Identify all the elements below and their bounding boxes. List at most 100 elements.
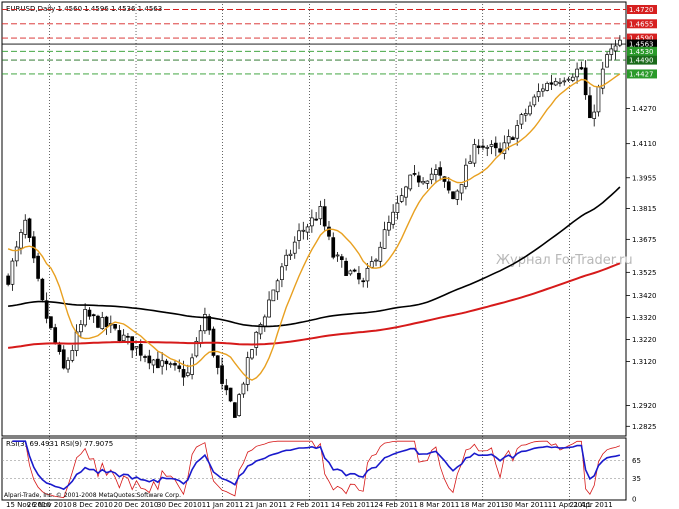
- price-axis-label: 1.2825: [632, 423, 657, 431]
- candle-body: [579, 67, 584, 70]
- candle-body: [44, 300, 49, 319]
- candle-body: [566, 78, 571, 81]
- candle-body: [434, 169, 438, 175]
- candle-body: [254, 331, 259, 348]
- candle-body: [421, 181, 425, 184]
- time-axis-label: 2 Feb 2011: [290, 501, 329, 509]
- candle-body: [258, 324, 263, 335]
- candle-body: [382, 229, 387, 249]
- price-level-tag: [627, 19, 657, 29]
- moving-average-fast: [7, 73, 621, 381]
- candle-body: [36, 255, 40, 279]
- candle-body: [27, 218, 32, 238]
- candle-body: [605, 54, 609, 68]
- candle-body: [207, 316, 212, 331]
- price-axis-label: 1.3320: [632, 314, 657, 322]
- time-axis-label: 21 Jan 2011: [245, 501, 287, 509]
- candle-body: [412, 173, 417, 175]
- candle-body: [91, 314, 96, 317]
- price-axis-label: 1.3120: [632, 358, 657, 366]
- candle-body: [241, 383, 246, 395]
- candle-body: [215, 355, 220, 368]
- candle-body: [194, 340, 199, 357]
- time-axis-label: 21 Apr 2011: [569, 501, 612, 509]
- copyright: Alpari-Trade, Inc. © 2001-2008 MetaQuote…: [4, 492, 181, 499]
- price-level-tag: [627, 39, 657, 49]
- price-level-label: 1.4563: [629, 41, 654, 49]
- candle-body: [387, 222, 391, 231]
- candle-body: [549, 82, 554, 85]
- candle-body: [464, 164, 468, 187]
- candle-body: [408, 174, 413, 190]
- candle-body: [181, 369, 186, 378]
- candle-body: [609, 48, 614, 55]
- candle-body: [160, 360, 164, 367]
- candle-body: [292, 241, 297, 254]
- rsi-level-label: 0: [632, 496, 636, 504]
- candle-body: [233, 402, 237, 418]
- candle-body: [53, 327, 58, 344]
- time-axis-label: 30 Dec 2010: [157, 501, 202, 509]
- candle-body: [438, 167, 443, 176]
- price-axis-label: 1.4270: [632, 105, 657, 113]
- candle-body: [429, 173, 434, 181]
- candle-body: [553, 80, 558, 86]
- candle-body: [545, 82, 549, 91]
- candle-body: [147, 355, 152, 364]
- candle-body: [498, 148, 502, 153]
- price-level-tag: [627, 55, 657, 65]
- candle-body: [596, 86, 601, 113]
- rsi-frame: [1, 437, 627, 501]
- rsi-level-label: 35: [632, 475, 641, 483]
- candle-body: [502, 142, 507, 154]
- candle-body: [305, 226, 310, 233]
- candle-body: [322, 206, 327, 227]
- price-level-label: 1.4655: [629, 20, 654, 28]
- candle-body: [96, 315, 100, 328]
- candle-body: [592, 111, 597, 119]
- candle-body: [344, 260, 348, 276]
- candle-body: [6, 275, 10, 285]
- price-level-tag: [627, 33, 657, 43]
- candle-body: [61, 349, 66, 369]
- candle-body: [399, 195, 404, 202]
- price-axis-label: 1.3420: [632, 292, 657, 300]
- candle-body: [173, 363, 177, 366]
- time-axis-label: 18 Mar 2011: [461, 501, 505, 509]
- candle-body: [570, 76, 575, 81]
- price-level-tag: [627, 46, 657, 56]
- candle-body: [40, 278, 45, 301]
- candle-body: [335, 254, 340, 257]
- candle-body: [451, 191, 455, 200]
- candle-body: [528, 105, 532, 115]
- candle-body: [224, 385, 229, 391]
- candle-body: [280, 266, 284, 281]
- time-axis-label: 8 Dec 2010: [73, 501, 113, 509]
- time-axis-label: 20 Dec 2010: [114, 501, 159, 509]
- candlesticks: [6, 35, 622, 418]
- candle-body: [138, 344, 143, 356]
- candle-body: [220, 365, 224, 384]
- candle-body: [301, 229, 306, 232]
- rsi-header: RSI(3) 69.4931 RSI(9) 77.9075: [6, 440, 113, 448]
- price-level-label: 1.4427: [629, 70, 654, 78]
- price-level-label: 1.4590: [629, 35, 654, 43]
- candle-body: [352, 269, 357, 272]
- price-axis-label: 1.3220: [632, 336, 657, 344]
- candle-body: [472, 144, 477, 164]
- candle-body: [250, 349, 254, 359]
- moving-average-slow: [8, 186, 621, 328]
- candle-body: [357, 272, 361, 280]
- rsi-level-label: 65: [632, 457, 641, 465]
- candle-body: [600, 68, 605, 89]
- candle-body: [130, 336, 135, 351]
- candle-body: [237, 394, 241, 416]
- candle-body: [310, 217, 314, 227]
- candle-body: [318, 206, 323, 220]
- candle-body: [168, 363, 173, 366]
- candle-body: [70, 350, 75, 361]
- candle-body: [532, 96, 537, 106]
- price-axis-label: 1.3675: [632, 236, 657, 244]
